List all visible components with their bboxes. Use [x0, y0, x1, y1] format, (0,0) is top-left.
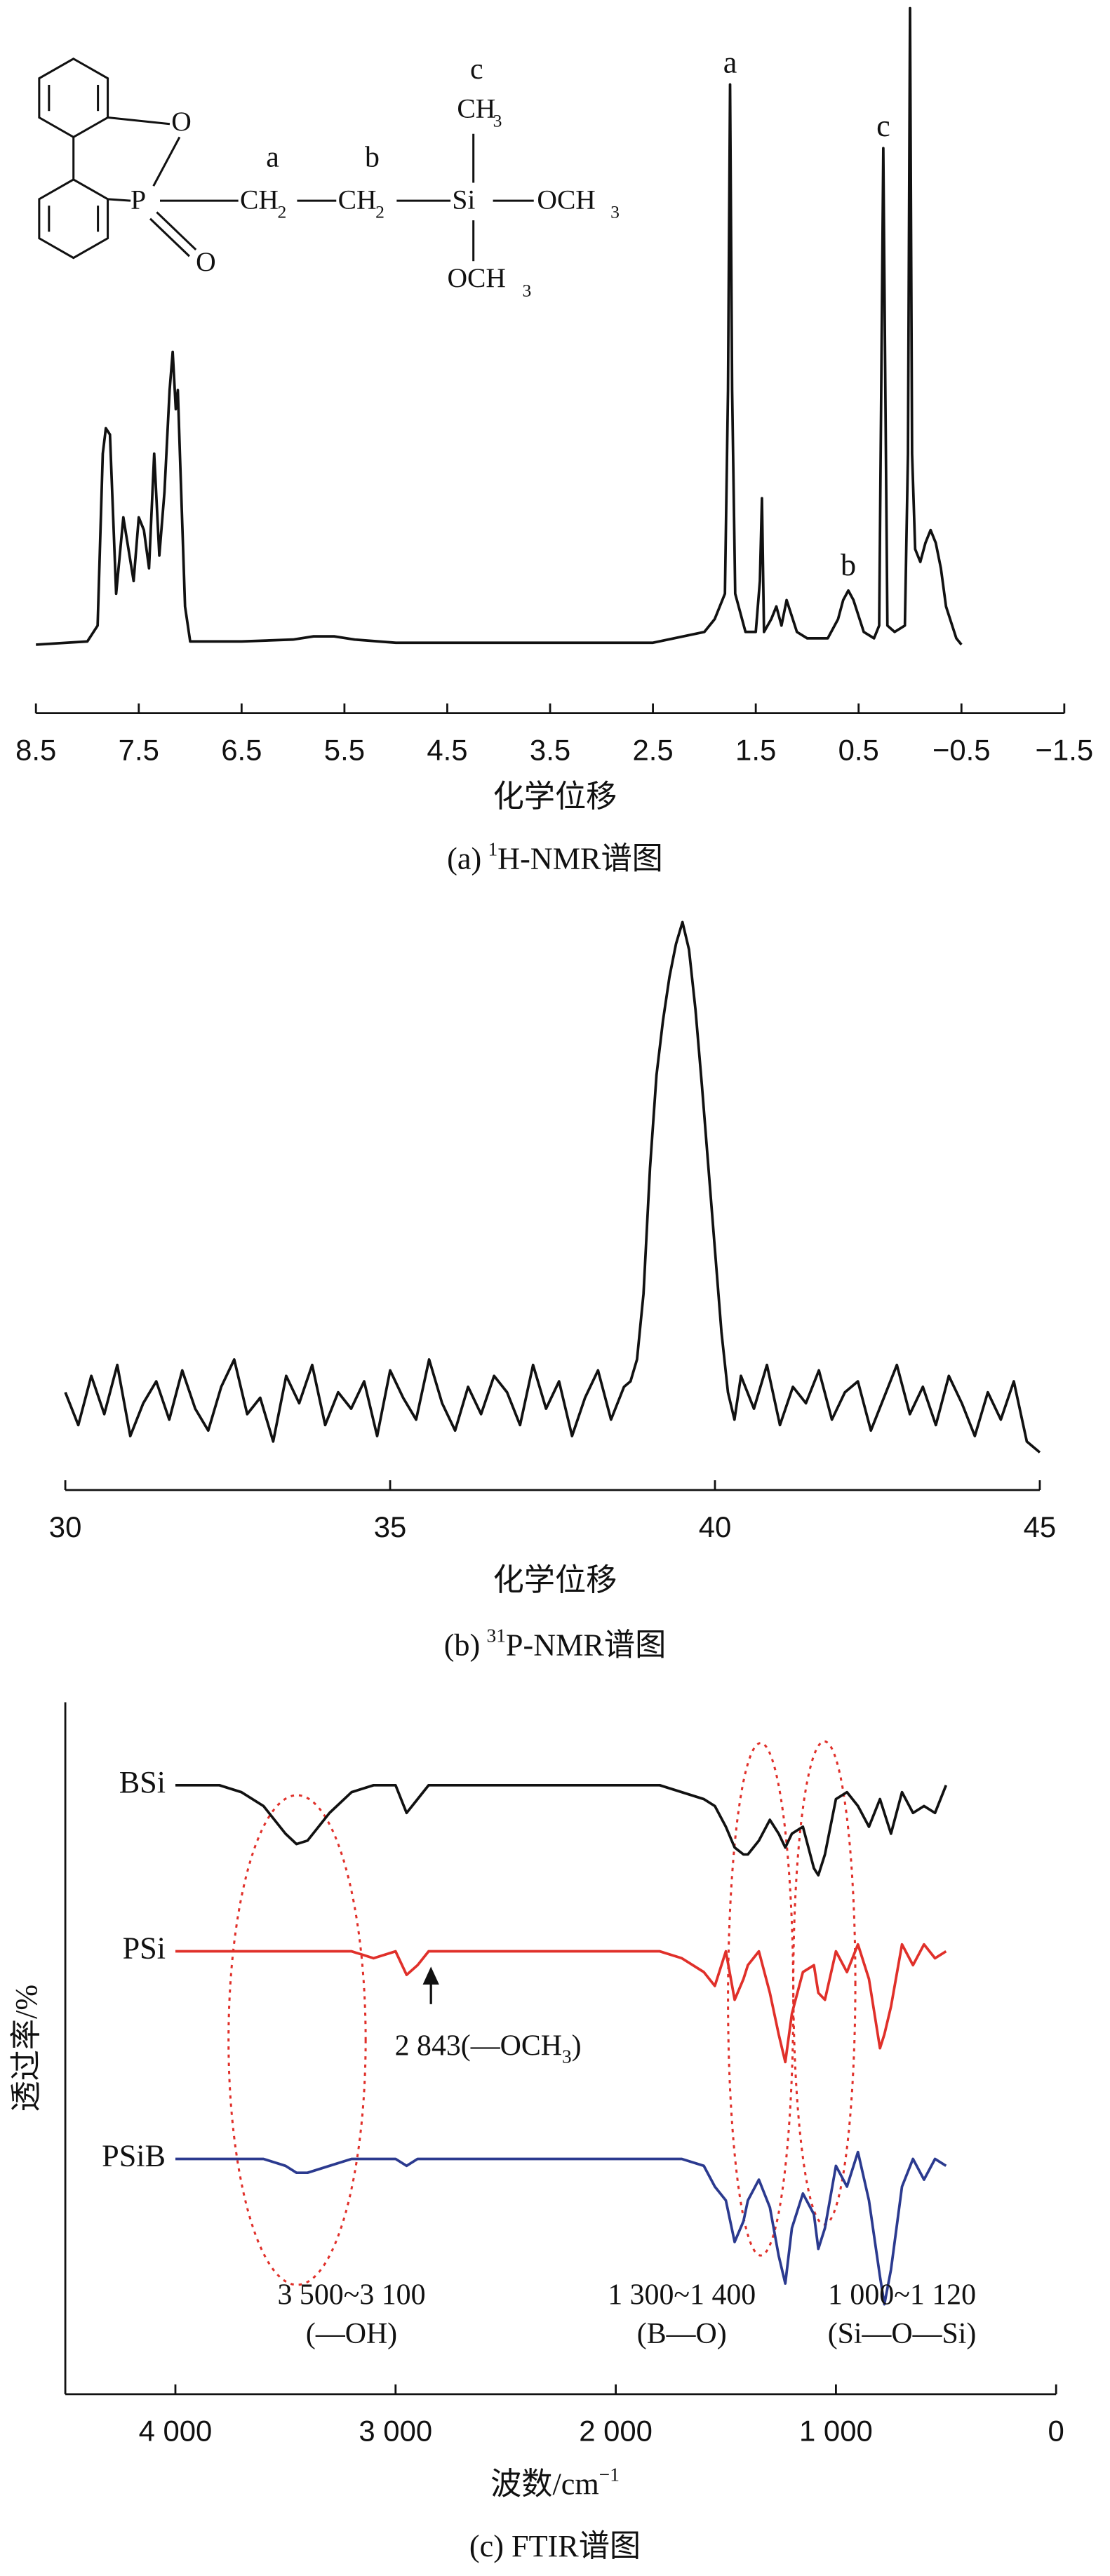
x-tick-label: 1 000	[799, 2415, 873, 2448]
x-tick-label: 2 000	[579, 2415, 653, 2448]
annotation-part: 3	[562, 2046, 572, 2067]
x-axis-title-part: −1	[599, 2464, 620, 2486]
structure-label: OCH	[537, 185, 595, 215]
annotation: (—OH)	[306, 2318, 397, 2350]
peak-label: c	[876, 109, 890, 143]
x-tick-label: 3 000	[359, 2415, 432, 2448]
structure-label: CH	[457, 93, 495, 123]
structure-label: 3	[610, 202, 620, 222]
annotation: 2 843(—OCH3)	[395, 2030, 582, 2067]
x-tick-label: 3.5	[530, 734, 570, 767]
structure-mark: a	[266, 142, 279, 174]
x-tick-label: 45	[1024, 1510, 1057, 1543]
x-tick-label: 2.5	[632, 734, 673, 767]
caption: (b) 31P-NMR谱图	[444, 1625, 667, 1663]
series-label: PSiB	[102, 2139, 166, 2173]
x-tick-label: 5.5	[324, 734, 365, 767]
structure-label: O	[196, 246, 216, 277]
structure-label: Si	[452, 185, 475, 215]
structure-mark: b	[365, 142, 380, 174]
annotation-part: )	[572, 2030, 582, 2062]
structure-label: OCH	[447, 262, 505, 293]
structure-label: CH	[240, 185, 279, 215]
x-axis-title: 化学位移	[493, 779, 617, 814]
x-tick-label: 35	[374, 1510, 407, 1543]
y-axis-title: 透过率/%	[9, 1985, 44, 2112]
structure-label: O	[171, 106, 192, 137]
caption-part: 1	[488, 839, 497, 860]
series-label: PSi	[123, 1931, 166, 1966]
structure-label: 2	[375, 202, 385, 222]
structure-label: 3	[493, 110, 502, 130]
x-axis-title: 波数/cm−1	[490, 2464, 620, 2502]
structure-label: CH	[338, 185, 377, 215]
structure-mark: c	[470, 53, 483, 86]
caption: (a) 1H-NMR谱图	[447, 839, 663, 876]
annotation: 1 000~1 120	[828, 2279, 976, 2311]
peak-label: a	[723, 45, 737, 79]
x-tick-label: 0.5	[838, 734, 879, 767]
x-tick-label: 6.5	[221, 734, 262, 767]
caption-part: (b)	[444, 1628, 481, 1663]
caption: (c) FTIR谱图	[469, 2529, 641, 2563]
x-tick-label: 30	[49, 1510, 82, 1543]
caption-part: H-NMR谱图	[497, 841, 663, 876]
arrow	[422, 1966, 439, 2004]
caption-part: P-NMR谱图	[506, 1628, 666, 1663]
annotation: 1 300~1 400	[608, 2279, 756, 2311]
spectrum-line	[175, 1943, 947, 2064]
spectrum-line	[64, 920, 1041, 1454]
spectrum-line	[175, 1783, 948, 1877]
x-tick-label: 7.5	[119, 734, 159, 767]
x-tick-label: 40	[699, 1510, 732, 1543]
x-tick-label: −0.5	[932, 734, 991, 767]
annotation: (Si—O—Si)	[828, 2318, 977, 2350]
spectrum-line	[175, 2150, 947, 2306]
x-tick-label: 1.5	[735, 734, 776, 767]
spectrum-line	[36, 6, 963, 646]
caption-part: (a)	[447, 841, 481, 876]
annotation-part: 2 843(—OCH	[395, 2030, 562, 2062]
structure-label: 3	[522, 280, 531, 300]
annotation: 3 500~3 100	[278, 2279, 426, 2311]
x-axis-title: 化学位移	[493, 1563, 617, 1597]
x-tick-label: −1.5	[1036, 734, 1094, 767]
x-tick-label: 8.5	[15, 734, 56, 767]
structure-bonds	[38, 58, 534, 262]
x-tick-label: 4.5	[427, 734, 467, 767]
caption-part: 31	[487, 1625, 506, 1646]
series-label: BSi	[119, 1765, 166, 1799]
peak-label: b	[841, 548, 856, 582]
annotation: (B—O)	[637, 2318, 727, 2350]
x-tick-label: 0	[1048, 2415, 1064, 2448]
x-tick-label: 4 000	[139, 2415, 213, 2448]
structure-label: 2	[278, 202, 287, 222]
structure-label: P	[131, 185, 146, 215]
x-axis-title-part: 波数/cm	[490, 2467, 599, 2502]
